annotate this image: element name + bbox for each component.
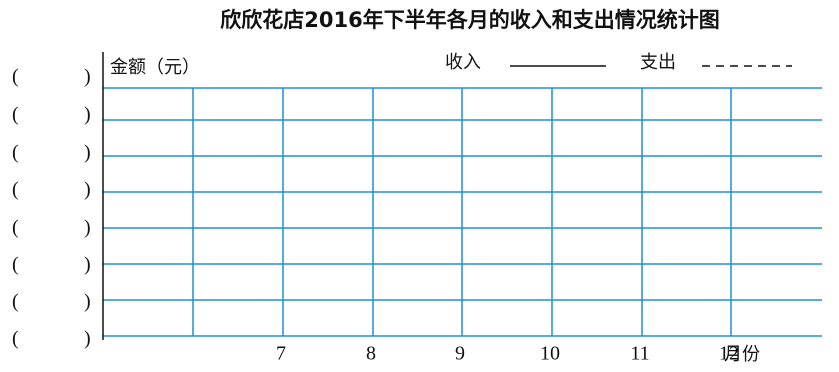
blank-close: )	[84, 328, 91, 350]
x-label: 8	[366, 343, 376, 365]
blank-close: )	[84, 104, 91, 126]
blank-open: (	[12, 254, 19, 276]
blank-open: (	[12, 179, 19, 201]
title: 欣欣花店2016年下半年各月的收入和支出情况统计图	[220, 8, 719, 32]
blank-close: )	[84, 142, 91, 164]
x-label: 11	[630, 343, 649, 365]
x-axis-label: 月份	[724, 344, 760, 365]
x-label: 10	[540, 343, 560, 365]
legend-label: 支出	[640, 52, 676, 73]
blank-open: (	[12, 142, 19, 164]
x-label: 12	[719, 343, 739, 365]
blank-open: (	[12, 328, 19, 350]
blank-open: (	[12, 104, 19, 126]
x-label: 9	[455, 343, 465, 365]
x-label: 7	[276, 343, 286, 365]
blank-close: )	[84, 217, 91, 239]
blank-open: (	[12, 217, 19, 239]
blank-close: )	[84, 254, 91, 276]
blank-open: (	[12, 291, 19, 313]
blank-close: )	[84, 291, 91, 313]
blank-open: (	[12, 66, 19, 88]
y-axis-label: 金额（元）	[110, 57, 200, 78]
legend-label: 收入	[445, 52, 481, 73]
blank-close: )	[84, 66, 91, 88]
blank-close: )	[84, 179, 91, 201]
